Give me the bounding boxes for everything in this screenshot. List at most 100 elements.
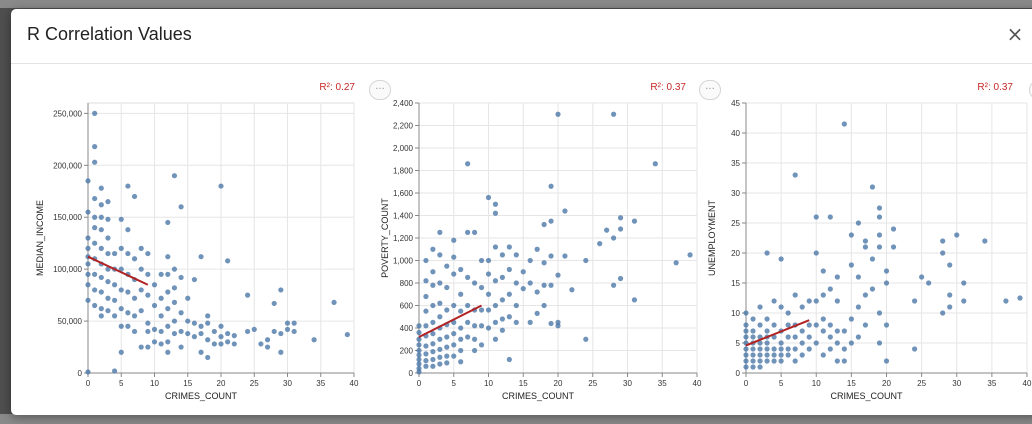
data-point (940, 238, 946, 244)
y-tick-label: 1,400 (393, 212, 414, 221)
chart-actions-button[interactable]: ··· (369, 80, 391, 100)
x-axis-title: CRIMES_COUNT (502, 391, 575, 401)
data-point (750, 364, 756, 370)
data-point (416, 329, 422, 336)
data-point (98, 313, 104, 319)
data-point (198, 330, 204, 337)
data-point (145, 271, 151, 277)
modal-title: R Correlation Values (27, 24, 192, 44)
data-point (185, 295, 191, 301)
data-point (862, 238, 869, 244)
y-tick-label: 0 (78, 369, 83, 378)
data-point (743, 310, 749, 316)
data-point (437, 229, 443, 235)
data-point (165, 349, 171, 355)
x-tick-label: 15 (183, 379, 192, 388)
chart-actions-button[interactable]: ··· (699, 80, 721, 100)
data-point (548, 183, 554, 189)
data-point (912, 346, 918, 352)
data-point (764, 358, 770, 364)
data-point (278, 330, 284, 337)
data-point (118, 323, 124, 329)
y-tick-label: 5 (736, 339, 741, 348)
data-point (485, 257, 492, 264)
data-point (430, 246, 436, 252)
close-button[interactable]: × (1006, 22, 1024, 46)
data-point (792, 334, 798, 340)
y-tick-label: 10 (731, 309, 740, 318)
data-point (785, 310, 791, 316)
data-point (92, 302, 98, 309)
data-point (492, 336, 499, 342)
x-tick-label: 5 (119, 379, 124, 388)
data-point (764, 340, 770, 346)
data-point (158, 328, 164, 335)
data-point (138, 308, 144, 314)
data-point (211, 341, 217, 347)
data-point (757, 358, 763, 364)
data-point (743, 322, 749, 328)
x-tick-label: 10 (150, 379, 159, 388)
data-point (112, 250, 118, 257)
data-point (231, 333, 237, 339)
x-axis-title: CRIMES_COUNT (830, 391, 903, 401)
data-point (218, 341, 224, 347)
data-point (125, 227, 131, 233)
data-point (617, 215, 624, 221)
data-point (458, 359, 464, 365)
data-point (799, 352, 805, 358)
data-point (271, 300, 277, 307)
data-point (451, 302, 457, 309)
data-point (245, 328, 251, 335)
data-point (883, 358, 890, 364)
data-point (834, 340, 840, 346)
data-point (125, 183, 131, 189)
data-point (131, 193, 138, 200)
data-point (145, 344, 151, 350)
data-point (171, 318, 178, 324)
data-point (834, 328, 840, 334)
data-point (499, 297, 505, 303)
background-page-bottom (0, 414, 1032, 424)
data-point (947, 292, 953, 298)
data-point (890, 244, 897, 250)
data-point (597, 241, 603, 247)
data-point (458, 266, 464, 273)
trend-line (745, 319, 810, 347)
data-point (105, 308, 111, 314)
data-point (743, 352, 749, 358)
data-point (423, 293, 429, 300)
data-point (513, 280, 519, 286)
y-tick-label: 25 (731, 219, 740, 228)
data-point (92, 240, 98, 246)
data-point (820, 352, 826, 358)
data-point (112, 282, 118, 288)
data-point (743, 358, 749, 364)
data-point (499, 316, 505, 322)
data-point (118, 306, 124, 312)
data-point (430, 302, 436, 309)
y-tick-label: 40 (731, 129, 740, 138)
scatter-plot-unemployment: 0 5 10 15 20 25 30 35 40 45 0 5 10 15 20 25 30 35 40 CRIMES… (707, 99, 1032, 401)
y-tick-label: 1,600 (393, 189, 414, 198)
data-point (423, 257, 429, 264)
data-point (218, 323, 224, 329)
data-point (430, 363, 436, 369)
data-point (534, 246, 540, 252)
data-point (198, 323, 204, 329)
data-point (218, 334, 224, 340)
data-point (785, 334, 791, 340)
data-point (138, 266, 144, 272)
data-point (569, 287, 575, 293)
scatter-plot-median-income: 0 50,000 100,000 150,000 200,000 250,000 0 5 10 1… (35, 102, 359, 401)
data-point (271, 328, 277, 335)
data-point (451, 237, 457, 243)
data-point (437, 361, 443, 367)
data-point (785, 322, 791, 328)
y-axis-title: UNEMPLOYMENT (707, 199, 717, 276)
data-point (876, 214, 883, 220)
data-point (806, 322, 812, 328)
data-point (423, 323, 429, 329)
data-point (492, 210, 499, 216)
r2-label: R²: 0.37 (650, 82, 686, 93)
